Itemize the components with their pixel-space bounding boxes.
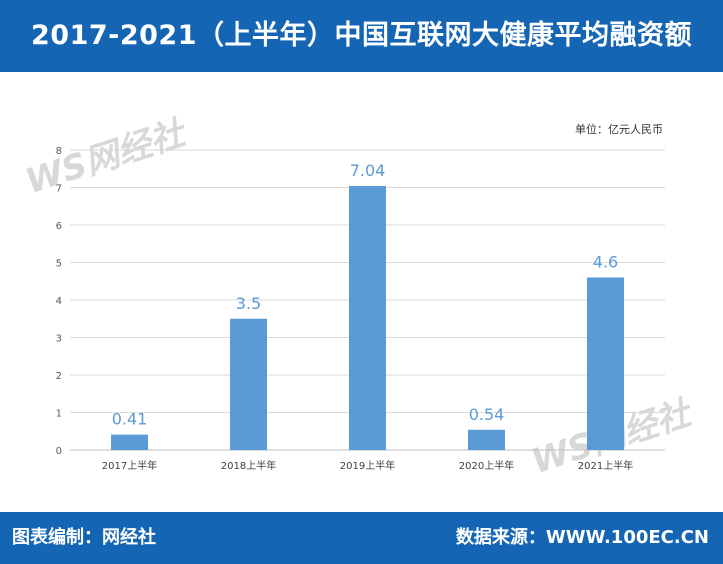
y-tick-label: 0	[56, 446, 62, 457]
y-tick-label: 1	[56, 409, 62, 420]
bar	[111, 434, 148, 450]
y-tick-label: 6	[56, 221, 62, 232]
page-title: 2017-2021（上半年）中国互联网大健康平均融资额	[31, 20, 692, 51]
y-tick-label: 7	[56, 184, 62, 195]
bar	[468, 429, 505, 450]
y-tick-label: 4	[56, 296, 62, 307]
header-bar: 2017-2021（上半年）中国互联网大健康平均融资额	[0, 0, 723, 72]
unit-label: 单位：亿元人民币	[575, 123, 663, 136]
data-source: 数据来源：WWW.100EC.CN	[455, 527, 709, 548]
bar-chart: 0 1 2 3 4 5 6 7 8 0.41 2017上半年 3.5 2018上半年 7.04 2019上半…	[56, 146, 665, 472]
data-label: 0.54	[469, 405, 505, 424]
footer-bar: 图表编制：网经社 数据来源：WWW.100EC.CN	[0, 512, 723, 564]
data-label: 0.41	[112, 410, 148, 429]
chart-credit: 图表编制：网经社	[12, 527, 156, 548]
y-tick-label: 3	[56, 334, 62, 345]
data-label: 4.6	[593, 253, 618, 272]
y-tick-label: 8	[56, 146, 62, 157]
data-label: 3.5	[236, 294, 261, 313]
data-label: 7.04	[350, 161, 386, 180]
x-tick-label: 2021上半年	[578, 459, 633, 472]
y-tick-label: 5	[56, 259, 62, 270]
x-tick-label: 2020上半年	[459, 459, 514, 472]
y-tick-label: 2	[56, 371, 62, 382]
x-tick-label: 2019上半年	[340, 459, 395, 472]
bar	[349, 186, 386, 450]
bar	[230, 318, 267, 450]
x-tick-label: 2017上半年	[102, 459, 157, 472]
x-tick-label: 2018上半年	[221, 459, 276, 472]
bar	[587, 277, 624, 450]
